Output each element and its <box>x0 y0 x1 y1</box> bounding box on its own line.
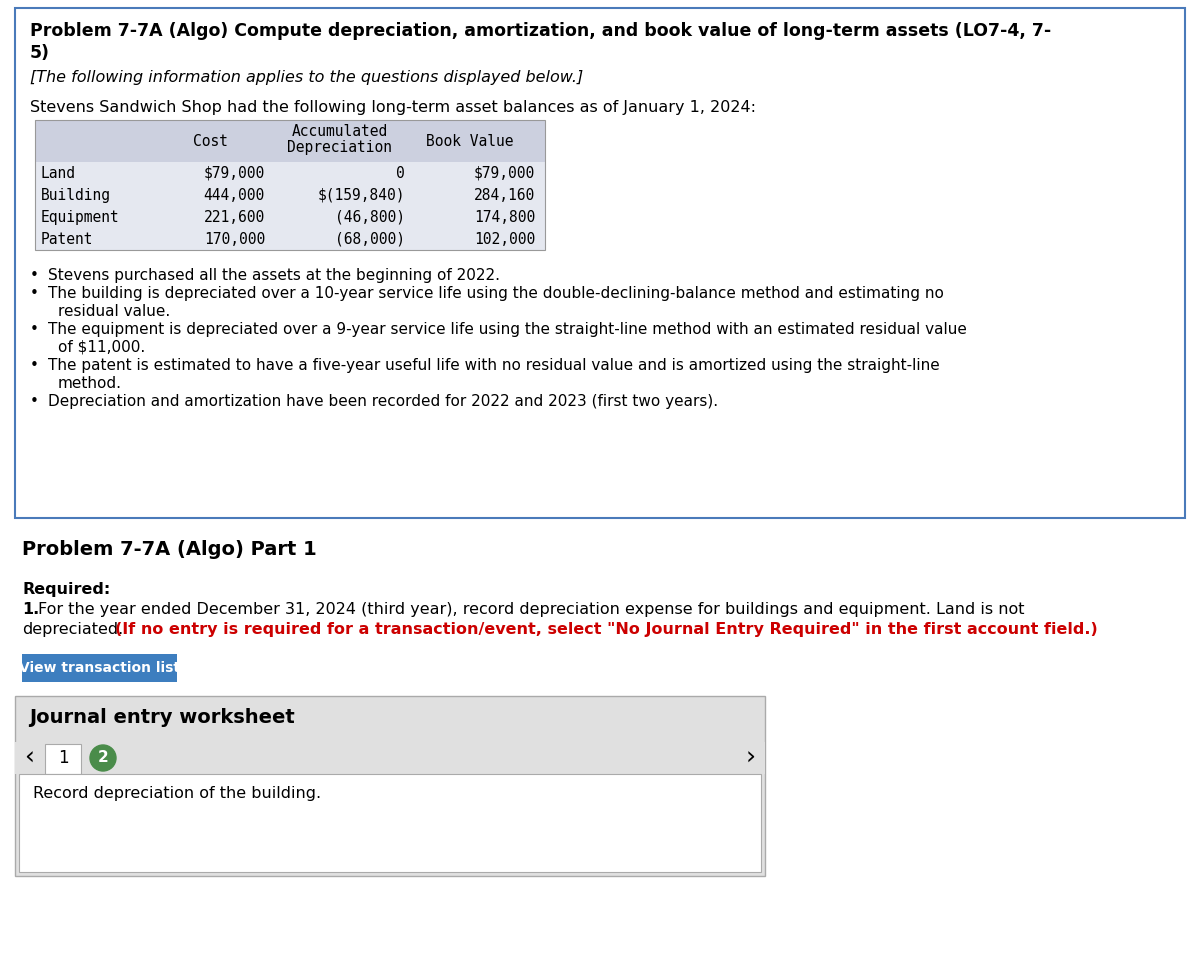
Text: Equipment: Equipment <box>41 210 120 225</box>
Text: 0: 0 <box>396 166 406 181</box>
Text: Depreciation: Depreciation <box>288 140 392 155</box>
Text: 174,800: 174,800 <box>474 210 535 225</box>
Bar <box>46 744 82 774</box>
Bar <box>19 774 761 872</box>
Text: 170,000: 170,000 <box>204 232 265 247</box>
Text: ‹: ‹ <box>24 746 34 770</box>
Text: Problem 7-7A (Algo) Part 1: Problem 7-7A (Algo) Part 1 <box>22 540 317 559</box>
Text: 1.: 1. <box>22 602 40 617</box>
Text: View transaction list: View transaction list <box>19 661 180 675</box>
Text: method.: method. <box>58 376 122 391</box>
Bar <box>35 228 545 250</box>
Text: Building: Building <box>41 188 112 203</box>
Bar <box>14 696 766 876</box>
Text: 221,600: 221,600 <box>204 210 265 225</box>
Text: 2: 2 <box>97 751 108 765</box>
Bar <box>35 120 545 162</box>
Text: •: • <box>30 322 38 337</box>
Text: 102,000: 102,000 <box>474 232 535 247</box>
Text: Book Value: Book Value <box>426 134 514 149</box>
Text: The equipment is depreciated over a 9-year service life using the straight-line : The equipment is depreciated over a 9-ye… <box>48 322 967 337</box>
Bar <box>35 162 545 184</box>
Text: Journal entry worksheet: Journal entry worksheet <box>29 708 295 727</box>
Text: Land: Land <box>41 166 76 181</box>
Bar <box>14 8 1186 518</box>
Text: The patent is estimated to have a five-year useful life with no residual value a: The patent is estimated to have a five-y… <box>48 358 940 373</box>
Text: Problem 7-7A (Algo) Compute depreciation, amortization, and book value of long-t: Problem 7-7A (Algo) Compute depreciation… <box>30 22 1051 40</box>
Text: The building is depreciated over a 10-year service life using the double-declini: The building is depreciated over a 10-ye… <box>48 286 944 301</box>
Text: depreciated.: depreciated. <box>22 622 124 637</box>
Bar <box>35 120 545 250</box>
Text: 5): 5) <box>30 44 50 62</box>
Text: Record depreciation of the building.: Record depreciation of the building. <box>34 786 322 801</box>
Text: 1: 1 <box>58 749 68 767</box>
Text: Depreciation and amortization have been recorded for 2022 and 2023 (first two ye: Depreciation and amortization have been … <box>48 394 718 409</box>
Text: •: • <box>30 358 38 373</box>
Text: ›: › <box>746 746 756 770</box>
Text: [The following information applies to the questions displayed below.]: [The following information applies to th… <box>30 70 583 85</box>
Text: $79,000: $79,000 <box>204 166 265 181</box>
Text: •: • <box>30 268 38 283</box>
Bar <box>22 654 178 682</box>
Text: Stevens Sandwich Shop had the following long-term asset balances as of January 1: Stevens Sandwich Shop had the following … <box>30 100 756 115</box>
Text: (68,000): (68,000) <box>335 232 406 247</box>
Text: of $11,000.: of $11,000. <box>58 340 145 355</box>
Bar <box>35 184 545 206</box>
Text: •: • <box>30 286 38 301</box>
Bar <box>35 206 545 228</box>
Circle shape <box>90 745 116 771</box>
Text: $79,000: $79,000 <box>474 166 535 181</box>
Bar <box>14 742 766 774</box>
Text: 444,000: 444,000 <box>204 188 265 203</box>
Text: Patent: Patent <box>41 232 94 247</box>
Text: Cost: Cost <box>192 134 228 149</box>
Text: Accumulated: Accumulated <box>292 124 388 139</box>
Text: •: • <box>30 394 38 409</box>
Text: (If no entry is required for a transaction/event, select "No Journal Entry Requi: (If no entry is required for a transacti… <box>115 622 1098 637</box>
Text: 284,160: 284,160 <box>474 188 535 203</box>
Text: Stevens purchased all the assets at the beginning of 2022.: Stevens purchased all the assets at the … <box>48 268 500 283</box>
Text: Required:: Required: <box>22 582 110 597</box>
Text: $(159,840): $(159,840) <box>318 188 406 203</box>
Text: residual value.: residual value. <box>58 304 170 319</box>
Text: (46,800): (46,800) <box>335 210 406 225</box>
Text: For the year ended December 31, 2024 (third year), record depreciation expense f: For the year ended December 31, 2024 (th… <box>38 602 1025 617</box>
